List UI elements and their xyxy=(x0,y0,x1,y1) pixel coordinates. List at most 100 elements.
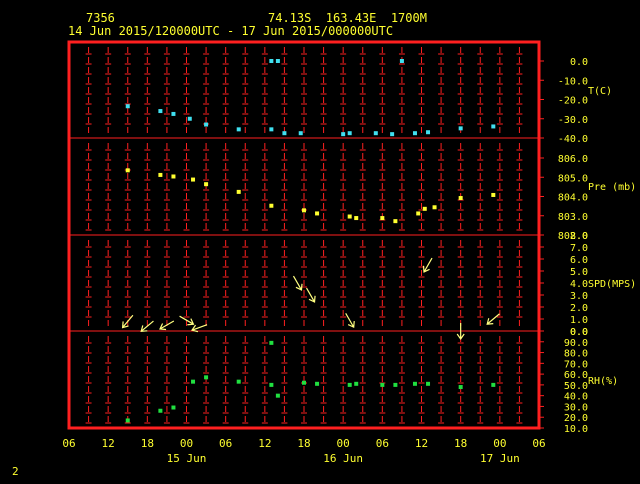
temperature-point xyxy=(458,126,463,131)
pressure-point xyxy=(354,216,359,221)
humidity-point xyxy=(275,393,280,398)
pressure-point xyxy=(269,203,274,208)
y-tick-label: 0.0 xyxy=(570,327,588,338)
y-tick-label: 804.0 xyxy=(558,193,588,204)
pressure-point xyxy=(458,196,463,201)
pressure-point xyxy=(393,219,398,224)
pressure-point xyxy=(236,189,241,194)
temperature-point xyxy=(236,127,241,132)
temperature-point xyxy=(341,132,346,137)
x-tick-label: 06 xyxy=(62,437,75,450)
temperature-point xyxy=(269,59,274,63)
pressure-point xyxy=(302,208,306,213)
y-tick-label: 60.0 xyxy=(564,370,588,381)
pressure-point xyxy=(380,216,385,221)
humidity-point xyxy=(158,408,163,413)
temperature-point xyxy=(412,131,417,136)
y-tick-label: 6.0 xyxy=(570,255,588,266)
wind-arrow xyxy=(486,313,500,325)
wind-arrow xyxy=(456,323,465,341)
time-range: 14 Jun 2015/120000UTC - 17 Jun 2015/0000… xyxy=(68,24,393,38)
pressure-point xyxy=(158,172,163,177)
x-tick-label: 00 xyxy=(180,437,193,450)
humidity-point xyxy=(354,381,359,386)
y-tick-label: 805.0 xyxy=(558,173,588,184)
humidity-point xyxy=(458,385,463,390)
wind-arrow xyxy=(345,312,355,329)
x-tick-label: 12 xyxy=(102,437,115,450)
x-tick-label: 18 xyxy=(297,437,310,450)
wind-arrow xyxy=(179,315,195,326)
y-tick-label: 1.0 xyxy=(570,315,588,326)
panel-label: RH(%) xyxy=(588,376,618,387)
wind-arrow xyxy=(121,314,134,329)
y-tick-label: 806.0 xyxy=(558,154,588,165)
pressure-point xyxy=(191,177,196,182)
x-tick-label: 06 xyxy=(219,437,232,450)
temperature-point xyxy=(282,131,287,136)
x-tick-label: 12 xyxy=(258,437,271,450)
humidity-point xyxy=(426,381,431,386)
y-tick-label: 50.0 xyxy=(564,381,588,392)
station-location: 74.13S 163.43E 1700M xyxy=(268,11,427,25)
y-tick-label: -30.0 xyxy=(558,115,588,126)
humidity-point xyxy=(315,381,320,386)
y-tick-label: 80.0 xyxy=(564,349,588,360)
page-number: 2 xyxy=(12,465,19,478)
pressure-point xyxy=(422,206,427,211)
temperature-point xyxy=(204,122,209,127)
temperature-point xyxy=(298,131,303,136)
temperature-point xyxy=(269,127,274,132)
temperature-point xyxy=(158,109,163,114)
day-label: 17 Jun xyxy=(480,452,520,465)
x-tick-label: 00 xyxy=(493,437,506,450)
humidity-point xyxy=(236,379,241,384)
day-label: 15 Jun xyxy=(167,452,207,465)
y-tick-label: 3.0 xyxy=(570,291,588,302)
temperature-point xyxy=(171,111,176,116)
panel-label: Pre (mb) xyxy=(588,182,636,193)
pressure-point xyxy=(125,168,130,173)
y-tick-label: 0.0 xyxy=(570,327,588,338)
panel-label: SPD(MPS) xyxy=(588,279,636,290)
pressure-point xyxy=(204,182,209,187)
y-tick-label: 70.0 xyxy=(564,359,588,370)
x-tick-label: 00 xyxy=(337,437,350,450)
pressure-point xyxy=(432,205,437,210)
x-tick-label: 06 xyxy=(532,437,545,450)
humidity-point xyxy=(269,382,274,387)
y-tick-label: 5.0 xyxy=(570,267,588,278)
temperature-point xyxy=(187,116,192,121)
y-tick-label: 90.0 xyxy=(564,338,588,349)
station-id: 7356 xyxy=(86,11,115,25)
y-tick-label: 20.0 xyxy=(564,413,588,424)
temperature-point xyxy=(125,104,130,109)
humidity-point xyxy=(491,382,496,387)
humidity-point xyxy=(412,381,417,386)
humidity-point xyxy=(302,380,306,385)
y-tick-label: 7.0 xyxy=(570,243,588,254)
wind-arrow xyxy=(306,287,316,303)
humidity-point xyxy=(171,405,176,410)
x-tick-label: 06 xyxy=(376,437,389,450)
temperature-point xyxy=(491,124,496,129)
temperature-point xyxy=(373,131,378,136)
panel-label: T(C) xyxy=(588,86,612,97)
pressure-point xyxy=(416,211,421,216)
y-tick-label: 802.0 xyxy=(558,231,588,242)
temperature-point xyxy=(347,131,352,136)
y-tick-label: 803.0 xyxy=(558,212,588,223)
y-tick-label: 10.0 xyxy=(564,424,588,435)
y-tick-label: 30.0 xyxy=(564,402,588,413)
wind-arrow xyxy=(191,324,208,333)
temperature-point xyxy=(390,132,395,137)
x-tick-label: 18 xyxy=(141,437,154,450)
humidity-point xyxy=(191,379,196,384)
day-label: 16 Jun xyxy=(323,452,363,465)
y-tick-label: -10.0 xyxy=(558,76,588,87)
humidity-point xyxy=(393,382,398,387)
y-tick-label: 40.0 xyxy=(564,392,588,403)
humidity-point xyxy=(204,375,209,380)
